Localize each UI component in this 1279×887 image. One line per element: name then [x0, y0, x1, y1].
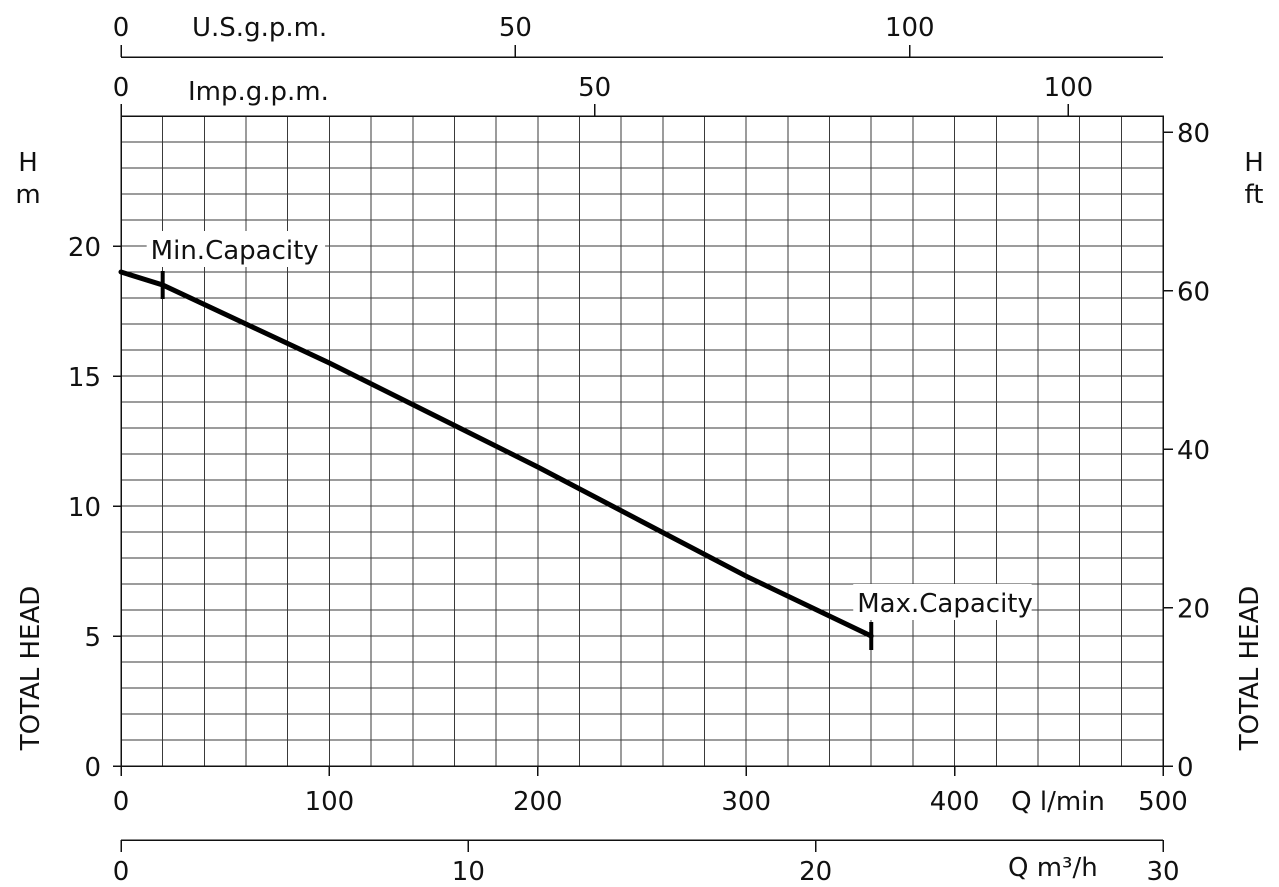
usgpm-axis-label: U.S.g.p.m. [192, 13, 327, 43]
usgpm-tick-label: 50 [499, 13, 532, 43]
y2-tick-label: 0 [1177, 753, 1194, 783]
y-unit-right-h: H [1244, 148, 1264, 178]
y2-tick-label: 40 [1177, 436, 1210, 466]
capacity-label-bg [146, 231, 326, 267]
y2-tick-label: 20 [1177, 595, 1210, 625]
y-tick-label: 5 [84, 623, 101, 653]
y-axis-label-right: TOTAL HEAD [1235, 586, 1265, 752]
y-unit-left-m: m [15, 180, 40, 210]
x-tick-label: 100 [305, 787, 355, 817]
y2-tick-label: 80 [1177, 119, 1210, 149]
y-tick-label: 0 [84, 753, 101, 783]
plot-frame [120, 115, 1164, 767]
m3h-tick-label: 20 [799, 857, 832, 887]
x-tick-label: 500 [1138, 787, 1188, 817]
y-axis-label-left: TOTAL HEAD [16, 586, 46, 752]
m3h-tick-label: 0 [113, 857, 130, 887]
y-tick-label: 10 [68, 493, 101, 523]
y-tick-label: 15 [68, 363, 101, 393]
y-unit-right-ft: ft [1245, 180, 1264, 210]
x-tick-label: 0 [113, 787, 130, 817]
x-tick-label: 300 [721, 787, 771, 817]
usgpm-tick-label: 100 [885, 13, 935, 43]
impgpm-axis-label: Imp.g.p.m. [188, 77, 329, 107]
impgpm-tick-label: 0 [113, 73, 130, 103]
m3h-tick-label: 30 [1146, 857, 1179, 887]
capacity-label-bg [853, 584, 1032, 620]
m3h-tick-label: 10 [452, 857, 485, 887]
impgpm-tick-label: 100 [1044, 73, 1094, 103]
impgpm-tick-label: 50 [578, 73, 611, 103]
x-axis-label: Q l/min [1011, 787, 1105, 817]
x-tick-label: 400 [930, 787, 980, 817]
x-tick-label: 200 [513, 787, 563, 817]
usgpm-tick-label: 0 [113, 13, 130, 43]
performance-curve [118, 269, 874, 639]
y-tick-label: 20 [68, 233, 101, 263]
chart-labels: Min.Capacity Max.Capacity [146, 231, 1033, 620]
y-unit-left-h: H [18, 148, 38, 178]
capacity-label: Min.Capacity [151, 236, 319, 266]
capacity-label: Max.Capacity [857, 589, 1033, 619]
y2-tick-label: 60 [1177, 278, 1210, 308]
data-marks [118, 269, 874, 650]
m3h-axis-label: Q m³/h [1008, 853, 1098, 883]
grid [121, 116, 1163, 766]
